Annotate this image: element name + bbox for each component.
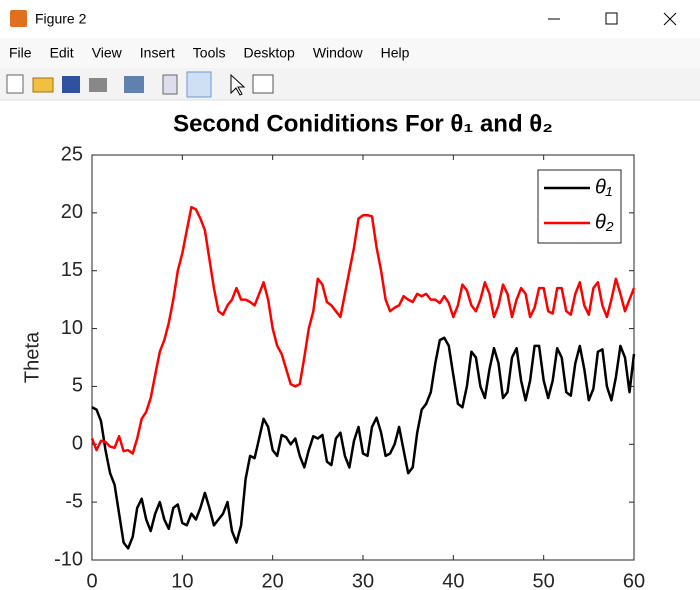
window-title: Figure 2 <box>35 11 87 27</box>
menu-item[interactable]: View <box>92 45 123 61</box>
menu-item[interactable]: Edit <box>50 45 74 61</box>
maximize-button[interactable] <box>605 12 618 25</box>
toolbar <box>0 68 700 100</box>
x-tick-label: 40 <box>442 570 464 590</box>
close-button[interactable] <box>663 12 677 26</box>
y-tick-label: 15 <box>61 259 83 281</box>
menu-item[interactable]: Window <box>313 45 364 61</box>
x-tick-label: 0 <box>86 570 97 590</box>
app-icon <box>10 10 27 27</box>
y-tick-label: -10 <box>54 548 83 570</box>
x-tick-label: 20 <box>262 570 284 590</box>
y-tick-label: 0 <box>72 433 83 455</box>
menu-item[interactable]: Help <box>381 45 410 61</box>
menu-item[interactable]: Tools <box>193 45 226 61</box>
y-tick-label: 5 <box>72 375 83 397</box>
legend-icon[interactable] <box>186 71 212 98</box>
legend-box <box>537 169 622 244</box>
legend-label: θ₂ <box>595 211 614 233</box>
x-tick-label: 30 <box>352 570 374 590</box>
y-axis-label: Theta <box>21 331 43 383</box>
y-tick-label: 25 <box>61 143 83 165</box>
series-line <box>91 336 636 550</box>
link-icon[interactable] <box>124 76 144 93</box>
menu-item[interactable]: File <box>9 45 32 61</box>
menu-bar <box>0 38 700 68</box>
y-tick-label: 10 <box>61 317 83 339</box>
chart-title: Second Coniditions For θ₁ and θ₂ <box>173 110 553 137</box>
title-bar <box>0 0 700 38</box>
menu-item[interactable]: Insert <box>140 45 175 61</box>
x-tick-label: 60 <box>623 570 645 590</box>
series-line <box>90 205 636 455</box>
new-icon[interactable] <box>6 74 24 94</box>
property-icon[interactable] <box>252 74 274 94</box>
open-icon[interactable] <box>32 77 54 93</box>
y-tick-label: -5 <box>65 490 83 512</box>
save-icon[interactable] <box>62 76 80 93</box>
x-tick-label: 50 <box>533 570 555 590</box>
x-tick-label: 10 <box>171 570 193 590</box>
menu-item[interactable]: Desktop <box>243 45 295 61</box>
colorbar-icon[interactable] <box>162 74 178 95</box>
y-tick-label: 20 <box>61 201 83 223</box>
pointer-icon[interactable] <box>230 73 246 96</box>
toolbar-icons <box>6 71 274 98</box>
legend-label: θ₁ <box>595 176 612 198</box>
print-icon[interactable] <box>89 78 107 92</box>
